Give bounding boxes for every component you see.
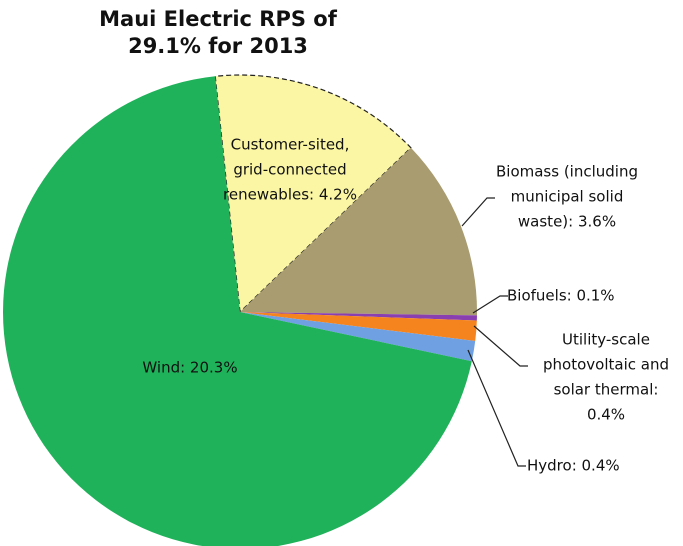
pie-slice <box>214 74 412 314</box>
slice-label: Utility-scale <box>562 331 650 349</box>
slice-label: Biomass (including <box>496 163 638 181</box>
leader-line <box>472 295 508 314</box>
slice-label: Customer-sited, <box>231 136 350 154</box>
slice-label: 0.4% <box>587 406 625 424</box>
leader-line <box>467 349 526 467</box>
slice-label: waste): 3.6% <box>518 213 616 231</box>
slice-label: renewables: 4.2% <box>223 186 357 204</box>
chart-title: Maui Electric RPS of <box>99 7 338 31</box>
pie-slice <box>3 76 472 546</box>
pie-slice <box>240 312 477 321</box>
leader-line <box>461 197 495 227</box>
leader-line <box>473 325 528 367</box>
pie-slice <box>240 312 477 342</box>
slice-label: grid-connected <box>233 161 346 179</box>
slice-label: Biofuels: 0.1% <box>507 287 615 305</box>
pie-slice <box>240 312 476 362</box>
pie-slice <box>240 147 477 316</box>
slice-label: solar thermal: <box>554 381 659 399</box>
slice-label: municipal solid <box>511 188 624 206</box>
slice-label: Hydro: 0.4% <box>527 457 620 475</box>
slice-label: photovoltaic and <box>543 356 669 374</box>
slice-label: Wind: 20.3% <box>142 359 237 377</box>
chart-title: 29.1% for 2013 <box>128 34 308 58</box>
